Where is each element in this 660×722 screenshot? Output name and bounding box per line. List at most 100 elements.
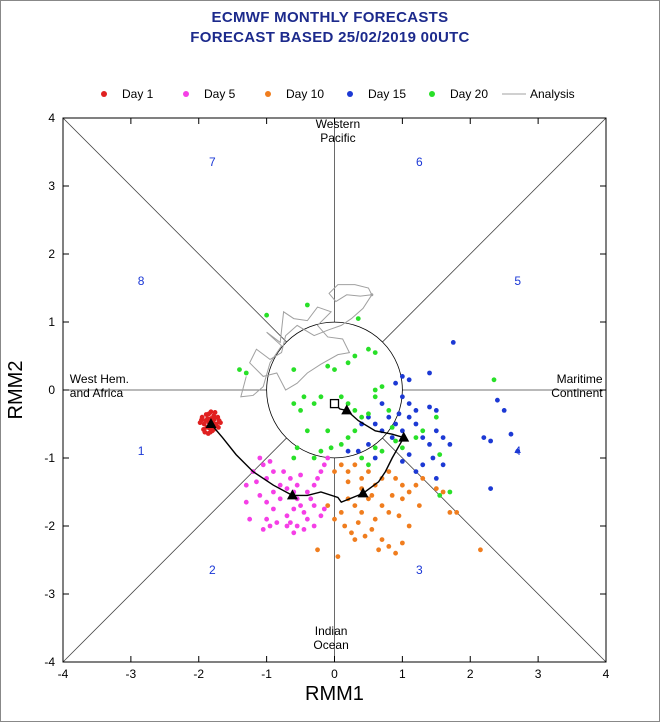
legend-marker	[101, 91, 107, 97]
data-point	[362, 533, 368, 539]
data-point	[201, 421, 207, 427]
phase-number-label: 3	[416, 563, 423, 577]
y-axis-label: RMM2	[5, 361, 27, 420]
chart-title-line2: FORECAST BASED 25/02/2019 00UTC	[190, 29, 470, 46]
data-point	[393, 550, 398, 556]
data-point	[243, 370, 249, 376]
chart-title-line1: ECMWF MONTHLY FORECASTS	[211, 9, 449, 26]
data-point	[325, 363, 331, 369]
data-point	[267, 459, 273, 464]
data-point	[345, 360, 351, 366]
region-label: Continent	[551, 386, 603, 400]
data-point	[281, 469, 286, 474]
data-point	[352, 503, 358, 508]
unit-circle	[266, 321, 403, 459]
data-point	[274, 520, 280, 525]
data-point	[440, 489, 446, 495]
data-point	[416, 503, 422, 508]
data-point	[372, 421, 378, 427]
data-point	[393, 476, 398, 481]
data-point	[372, 387, 378, 393]
data-point	[386, 408, 392, 413]
data-point	[399, 394, 405, 400]
y-tick-label: 3	[48, 179, 55, 193]
data-point	[284, 513, 290, 519]
data-point	[406, 401, 412, 406]
data-point	[267, 523, 273, 529]
phase-diagonal	[382, 437, 607, 663]
data-point	[427, 404, 432, 410]
legend-label: Day 1	[122, 87, 154, 101]
data-point	[304, 428, 310, 434]
data-point	[447, 489, 453, 495]
y-tick-label: 2	[48, 247, 55, 261]
data-point	[399, 459, 405, 464]
data-point	[372, 350, 378, 355]
phase-number-label: 5	[514, 274, 521, 288]
phase-number-label: 8	[138, 274, 145, 288]
region-label: West Hem.	[70, 372, 129, 386]
data-point	[433, 428, 439, 434]
data-point	[332, 469, 337, 474]
data-point	[379, 401, 385, 406]
data-point	[271, 489, 276, 495]
data-point	[413, 482, 419, 488]
data-point	[352, 353, 358, 359]
data-point	[315, 476, 320, 481]
data-point	[376, 547, 382, 553]
data-point	[264, 516, 270, 522]
data-point	[277, 482, 283, 488]
legend-label: Day 15	[368, 87, 406, 101]
data-point	[369, 493, 375, 498]
ensemble-mean-marker	[286, 489, 298, 500]
data-point	[277, 496, 283, 502]
data-point	[311, 523, 317, 529]
data-point	[212, 410, 218, 415]
data-point	[325, 455, 331, 461]
region-label: Western	[316, 117, 360, 131]
data-point	[386, 510, 392, 515]
data-point	[447, 442, 453, 447]
data-point	[352, 408, 358, 413]
data-point	[366, 346, 371, 352]
data-point	[243, 482, 249, 488]
y-tick-label: 1	[48, 315, 55, 329]
data-point	[488, 486, 494, 491]
data-point	[260, 462, 266, 468]
data-point	[284, 486, 290, 491]
data-point	[345, 469, 351, 474]
data-point	[413, 408, 419, 413]
legend-marker	[265, 91, 271, 97]
data-point	[508, 431, 514, 437]
legend-marker	[183, 91, 189, 97]
phase-number-label: 6	[416, 155, 423, 169]
data-point	[287, 520, 293, 525]
data-point	[413, 469, 419, 474]
data-point	[287, 476, 293, 481]
legend-label: Day 10	[286, 87, 324, 101]
data-point	[396, 411, 402, 417]
data-point	[433, 476, 439, 481]
region-label: Pacific	[320, 131, 355, 145]
x-tick-label: 3	[535, 667, 542, 681]
region-label: Ocean	[313, 638, 348, 652]
data-point	[352, 462, 358, 468]
data-point	[389, 435, 395, 440]
data-point	[211, 416, 217, 422]
y-tick-label: 0	[48, 383, 55, 397]
data-point	[332, 367, 337, 372]
data-point	[413, 421, 419, 427]
data-point	[478, 547, 483, 553]
data-point	[291, 367, 297, 372]
y-tick-label: 4	[48, 111, 55, 125]
region-label: Maritime	[557, 372, 603, 386]
data-point	[349, 530, 354, 536]
data-point	[345, 435, 351, 440]
region-label: Indian	[315, 624, 348, 638]
data-point	[372, 516, 378, 522]
data-point	[427, 370, 432, 376]
data-point	[205, 416, 210, 421]
data-point	[325, 503, 331, 508]
legend-marker	[429, 91, 435, 97]
data-point	[359, 476, 365, 481]
